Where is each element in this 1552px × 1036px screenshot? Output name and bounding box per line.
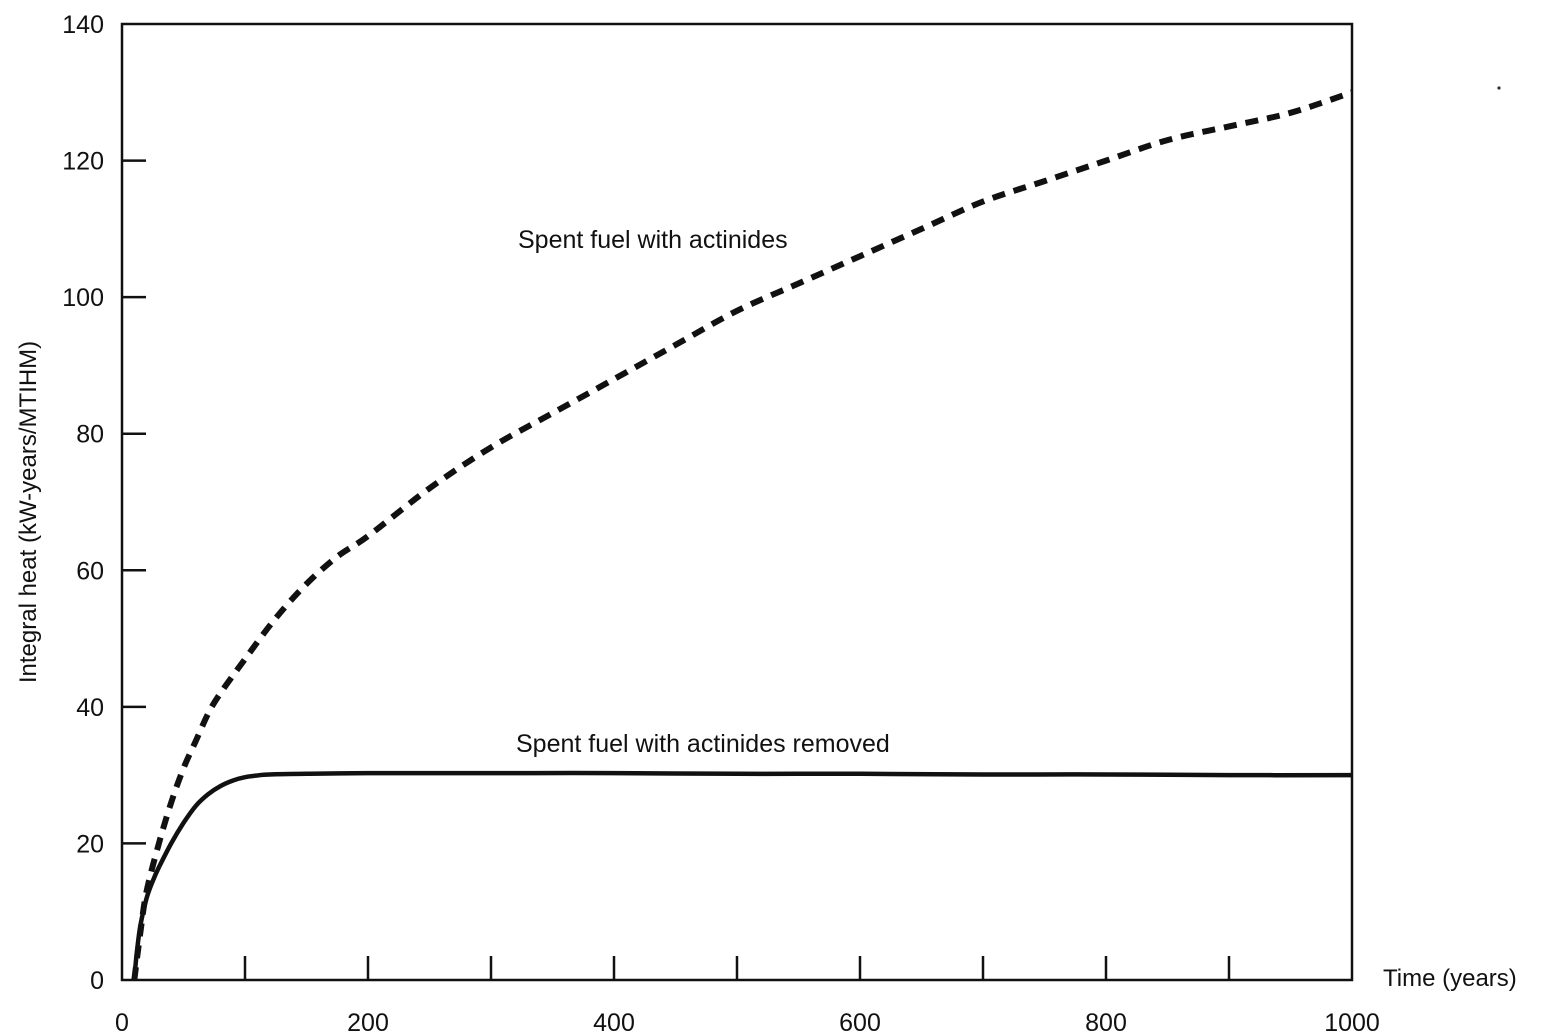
y-tick-label: 0 [90,967,104,995]
series-layer [131,89,1353,981]
y-tick-label: 120 [62,148,104,176]
x-axis-ticks: 0 200 400 600 800 1000 [115,956,1380,1036]
y-tick-label: 40 [76,694,104,722]
scan-speck [1497,86,1501,90]
x-tick-label: 1000 [1324,1009,1380,1036]
y-tick-label: 20 [76,830,104,858]
x-tick-label: 200 [347,1009,389,1036]
x-tick-label: 400 [593,1009,635,1036]
y-tick-label: 80 [76,421,104,449]
y-tick-label: 100 [62,284,104,312]
series-line-with-actinides [131,89,1353,981]
annotation-layer: Spent fuel with actinides Spent fuel wit… [516,226,890,758]
y-tick-label: 60 [76,557,104,585]
x-tick-label: 0 [115,1009,129,1036]
series-line-actinides-removed [132,770,1353,981]
x-tick-label: 800 [1085,1009,1127,1036]
plot-frame [120,22,1354,982]
series-label-with-actinides: Spent fuel with actinides [518,226,788,254]
x-axis-label: Time (years) [1383,965,1517,992]
y-tick-label: 140 [62,11,104,39]
series-label-actinides-removed: Spent fuel with actinides removed [516,730,890,758]
y-axis-ticks: 0 20 40 60 80 100 120 140 [62,11,146,995]
x-tick-label: 600 [839,1009,881,1036]
plot-frame-layer [120,22,1501,982]
y-axis-label: Integral heat (kW-years/MTIHM) [15,341,42,683]
